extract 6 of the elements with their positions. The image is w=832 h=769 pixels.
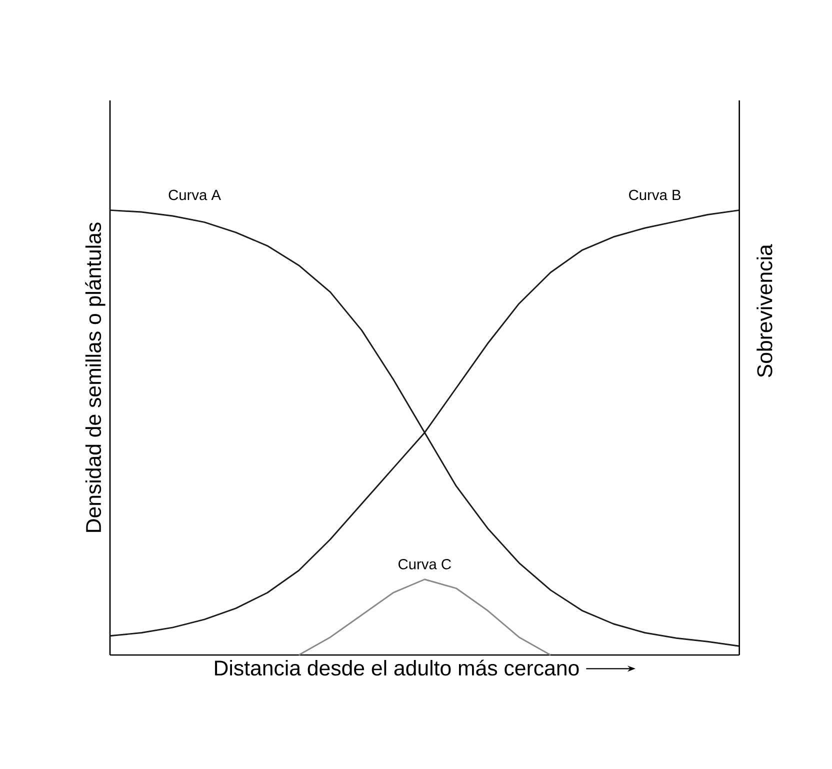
y-axis-title: Densidad de semillas o plántulas xyxy=(85,222,106,532)
y2-axis-title: Sobrevivencia xyxy=(756,244,772,378)
series-label: Curva A xyxy=(168,190,221,200)
x-axis-title: Distancia desde el adulto más cercano xyxy=(215,660,579,676)
series-label: Curva C xyxy=(398,558,451,570)
series-label: Curva B xyxy=(629,190,680,200)
